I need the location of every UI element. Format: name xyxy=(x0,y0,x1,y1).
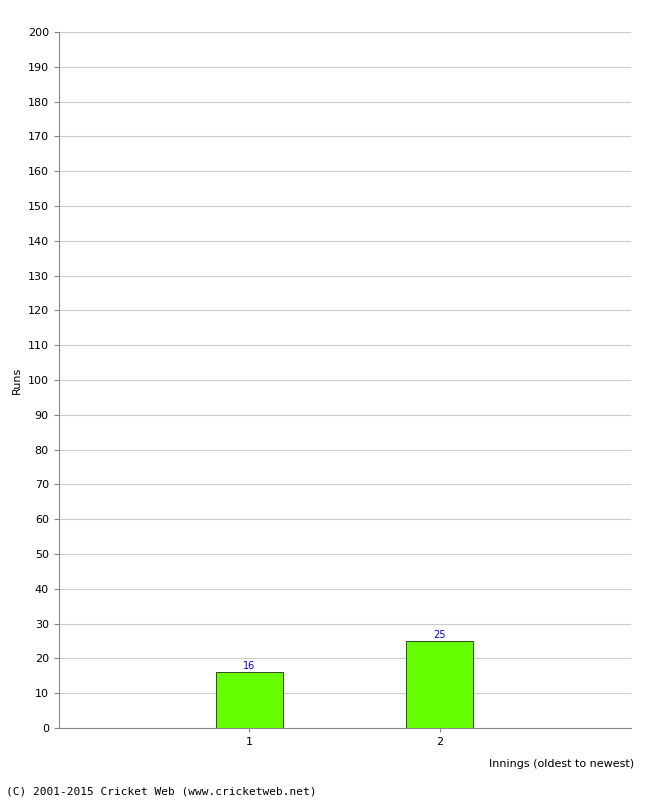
Text: (C) 2001-2015 Cricket Web (www.cricketweb.net): (C) 2001-2015 Cricket Web (www.cricketwe… xyxy=(6,786,317,796)
Text: 25: 25 xyxy=(434,630,446,640)
Y-axis label: Runs: Runs xyxy=(12,366,22,394)
X-axis label: Innings (oldest to newest): Innings (oldest to newest) xyxy=(489,759,634,770)
Bar xyxy=(216,672,283,728)
Text: 16: 16 xyxy=(243,661,255,671)
Bar xyxy=(406,641,473,728)
